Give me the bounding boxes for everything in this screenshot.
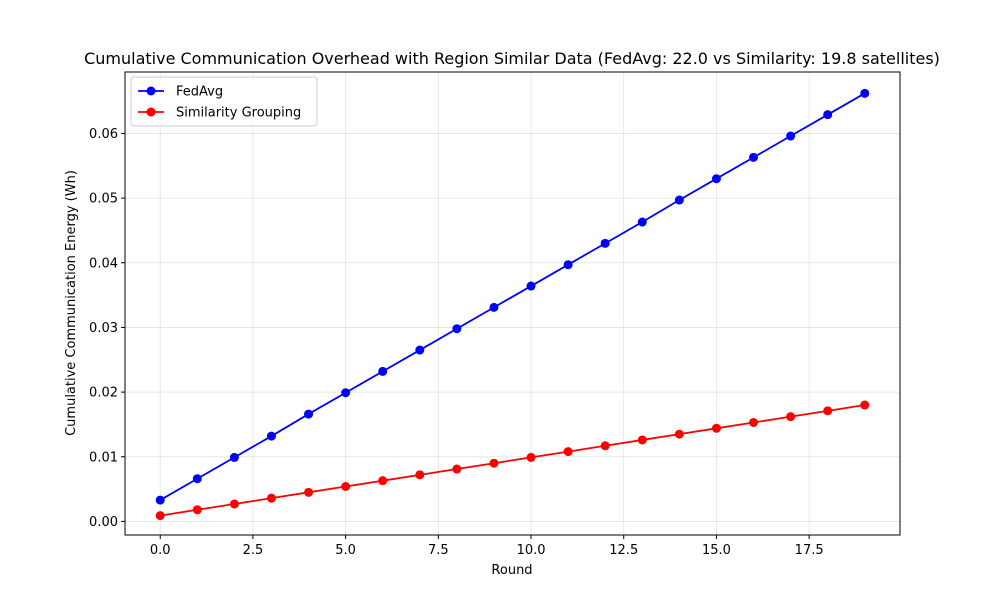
data-point xyxy=(860,400,870,410)
data-point xyxy=(304,487,314,497)
y-tick-label: 0.04 xyxy=(89,256,118,271)
data-point xyxy=(266,431,276,441)
legend-frame xyxy=(130,76,318,127)
data-point xyxy=(192,474,202,484)
y-tick-label: 0.02 xyxy=(89,386,118,401)
y-tick-label: 0.06 xyxy=(89,127,118,142)
data-point xyxy=(600,441,610,451)
data-point xyxy=(341,388,351,398)
data-point xyxy=(304,409,314,419)
x-tick-label: 7.5 xyxy=(428,543,449,558)
x-tick-label: 0.0 xyxy=(150,543,171,558)
data-point xyxy=(415,470,425,480)
x-axis: 0.0 2.5 5.0 7.5 10.0 12.5 15.0 17.5 xyxy=(150,535,824,558)
legend-swatch-marker xyxy=(146,86,156,96)
series-line xyxy=(159,92,866,501)
data-point xyxy=(452,464,462,474)
data-point xyxy=(415,345,425,355)
data-point xyxy=(229,499,239,509)
y-tick-label: 0.01 xyxy=(89,450,118,465)
x-axis-label: Round xyxy=(491,563,532,578)
data-point xyxy=(526,452,536,462)
data-point xyxy=(378,366,388,376)
data-point xyxy=(229,452,239,462)
series-1 xyxy=(155,400,870,521)
data-point xyxy=(786,412,796,422)
data-point xyxy=(823,406,833,416)
chart-title: Cumulative Communication Overhead with R… xyxy=(84,49,940,68)
grid xyxy=(125,72,900,535)
legend: FedAvg Similarity Grouping xyxy=(130,76,318,127)
data-point xyxy=(489,302,499,312)
data-point xyxy=(860,88,870,98)
data-point xyxy=(563,447,573,457)
y-axis: 0.00 0.01 0.02 0.03 0.04 0.05 0.06 xyxy=(89,127,125,530)
data-point xyxy=(600,238,610,248)
data-point xyxy=(749,417,759,427)
data-point xyxy=(749,152,759,162)
y-tick-label: 0.00 xyxy=(89,515,118,530)
data-point xyxy=(155,511,165,521)
y-tick-label: 0.03 xyxy=(89,321,118,336)
data-point xyxy=(711,423,721,433)
data-point xyxy=(378,476,388,486)
data-point xyxy=(711,174,721,184)
data-point xyxy=(637,217,647,227)
data-point xyxy=(637,435,647,445)
data-point xyxy=(563,260,573,270)
x-tick-label: 15.0 xyxy=(702,543,731,558)
x-tick-label: 17.5 xyxy=(795,543,824,558)
x-tick-label: 10.0 xyxy=(517,543,546,558)
y-tick-label: 0.05 xyxy=(89,192,118,207)
legend-entry-0: FedAvg xyxy=(138,85,223,100)
x-tick-label: 12.5 xyxy=(609,543,638,558)
x-tick-label: 2.5 xyxy=(243,543,264,558)
plot-area-frame xyxy=(124,71,901,536)
series-0 xyxy=(155,88,870,505)
data-point xyxy=(489,458,499,468)
data-point xyxy=(526,281,536,291)
data-point xyxy=(674,195,684,205)
legend-label: Similarity Grouping xyxy=(176,106,301,121)
data-point xyxy=(452,324,462,334)
data-point xyxy=(155,495,165,505)
legend-swatch-marker xyxy=(146,107,156,117)
series-layer xyxy=(155,88,870,521)
data-point xyxy=(266,493,276,503)
data-point xyxy=(674,429,684,439)
data-point xyxy=(192,505,202,515)
legend-label: FedAvg xyxy=(176,85,223,100)
legend-entry-1: Similarity Grouping xyxy=(138,106,301,121)
series-line xyxy=(160,404,865,517)
data-point xyxy=(823,110,833,120)
x-tick-label: 5.0 xyxy=(335,543,356,558)
data-point xyxy=(341,482,351,492)
y-axis-label: Cumulative Communication Energy (Wh) xyxy=(64,170,79,436)
data-point xyxy=(786,131,796,141)
